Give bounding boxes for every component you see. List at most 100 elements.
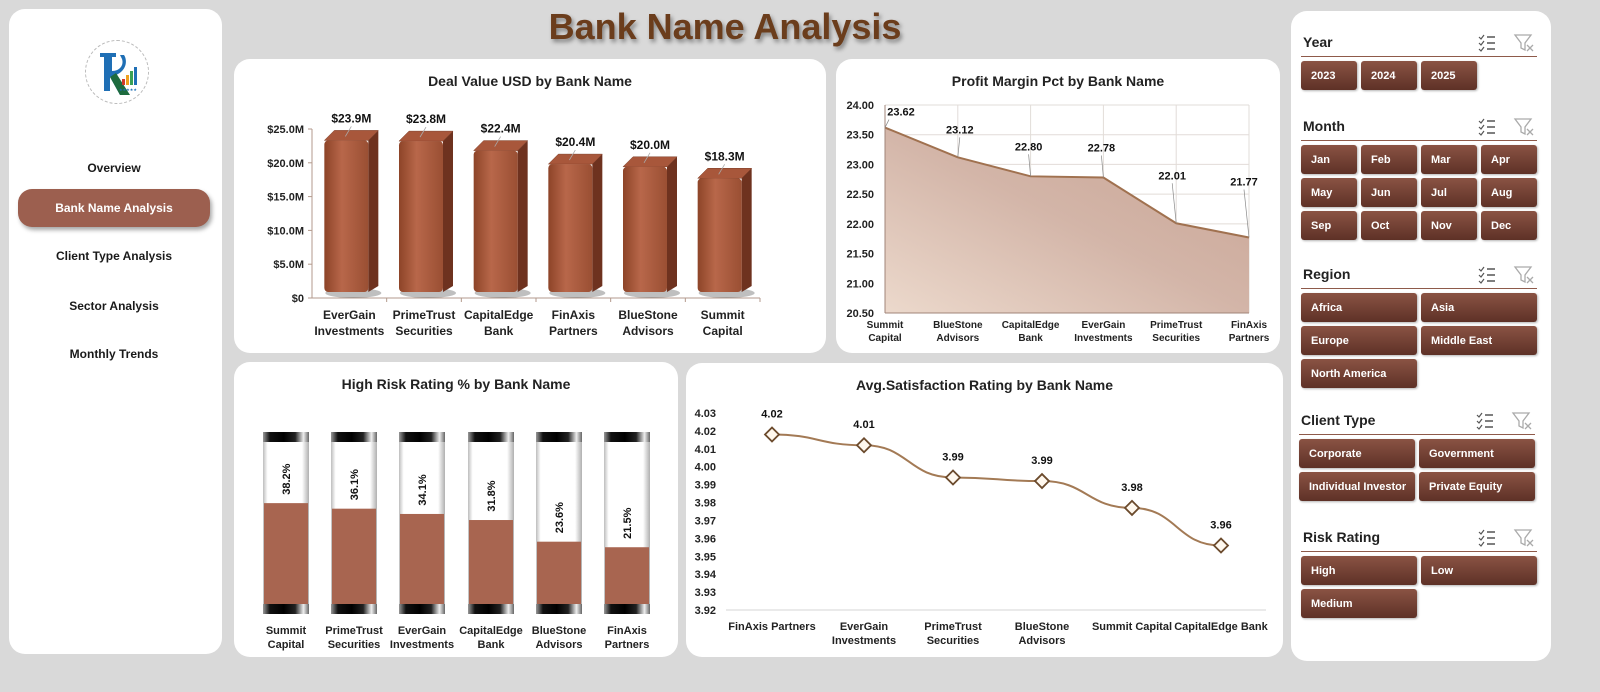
clear-filter-icon[interactable] — [1511, 411, 1533, 431]
svg-text:FinAxis: FinAxis — [607, 625, 647, 637]
slicer-option-medium[interactable]: Medium — [1301, 589, 1417, 618]
svg-text:EverGain: EverGain — [398, 625, 447, 637]
slicer-option-may[interactable]: May — [1301, 178, 1357, 207]
svg-text:$15.0M: $15.0M — [267, 192, 304, 204]
slicer-option-corporate[interactable]: Corporate — [1299, 439, 1415, 468]
svg-text:Summit: Summit — [867, 320, 904, 331]
slicer-option-sep[interactable]: Sep — [1301, 211, 1357, 240]
svg-text:24.00: 24.00 — [846, 100, 874, 112]
clear-filter-icon[interactable] — [1513, 265, 1535, 285]
svg-text:Securities: Securities — [328, 639, 381, 651]
multi-select-icon[interactable] — [1477, 265, 1497, 285]
slicer-client-type-title: Client Type — [1301, 412, 1376, 428]
deal-value-bar-chart: $0 $5.0M $10.0M $15.0M $20.0M $25.0M $23.9M Eve… — [267, 111, 761, 338]
slicer-option-dec[interactable]: Dec — [1481, 211, 1537, 240]
svg-text:21.00: 21.00 — [846, 278, 874, 290]
svg-text:4.02: 4.02 — [761, 408, 782, 420]
svg-text:3.99: 3.99 — [942, 451, 963, 463]
svg-text:34.1%: 34.1% — [417, 474, 429, 505]
satisfaction-chart-title: Avg.Satisfaction Rating by Bank Name — [856, 377, 1113, 393]
svg-text:22.50: 22.50 — [846, 189, 874, 201]
svg-text:3.95: 3.95 — [695, 551, 716, 563]
slicer-option-aug[interactable]: Aug — [1481, 178, 1537, 207]
svg-text:CapitalEdge: CapitalEdge — [459, 625, 523, 637]
multi-select-icon[interactable] — [1477, 117, 1497, 137]
clear-filter-icon[interactable] — [1513, 528, 1535, 548]
slicer-option-high[interactable]: High — [1301, 556, 1417, 585]
svg-text:Securities: Securities — [1152, 333, 1200, 344]
slicer-option-2024[interactable]: 2024 — [1361, 61, 1417, 90]
svg-text:38.2%: 38.2% — [281, 463, 293, 494]
slicer-option-apr[interactable]: Apr — [1481, 145, 1537, 174]
slicer-option-low[interactable]: Low — [1421, 556, 1537, 585]
svg-text:21.77: 21.77 — [1230, 177, 1258, 189]
svg-text:Summit: Summit — [701, 308, 745, 322]
slicer-option-jul[interactable]: Jul — [1421, 178, 1477, 207]
svg-text:4.03: 4.03 — [695, 408, 716, 420]
svg-text:PrimeTrust: PrimeTrust — [325, 625, 383, 637]
multi-select-icon[interactable] — [1477, 528, 1497, 548]
slicer-option-individual-investor[interactable]: Individual Investor — [1299, 472, 1415, 501]
deal-value-chart-card: Deal Value USD by Bank Name $0 $5.0M $10.0… — [234, 59, 826, 353]
slicer-option-jan[interactable]: Jan — [1301, 145, 1357, 174]
slicer-option-private-equity[interactable]: Private Equity — [1419, 472, 1535, 501]
nav-bank-name-analysis[interactable]: Bank Name Analysis — [18, 189, 210, 227]
svg-text:FinAxis Partners: FinAxis Partners — [728, 621, 815, 633]
slicer-option-oct[interactable]: Oct — [1361, 211, 1417, 240]
svg-text:Advisors: Advisors — [1018, 635, 1065, 647]
slicer-option-2025[interactable]: 2025 — [1421, 61, 1477, 90]
profit-margin-area-chart: 20.50 21.00 21.50 22.00 22.50 23.00 23.50 24.00… — [846, 100, 1269, 344]
slicer-option-middle-east[interactable]: Middle East — [1421, 326, 1537, 355]
svg-text:BlueStone: BlueStone — [933, 320, 983, 331]
multi-select-icon[interactable] — [1477, 33, 1497, 53]
svg-text:23.00: 23.00 — [846, 159, 874, 171]
svg-text:Capital: Capital — [268, 639, 305, 651]
svg-text:Investments: Investments — [314, 324, 384, 338]
slicer-option-africa[interactable]: Africa — [1301, 293, 1417, 322]
nav-overview[interactable]: Overview — [87, 161, 141, 175]
svg-text:3.96: 3.96 — [695, 533, 716, 545]
nav-client-type-analysis[interactable]: Client Type Analysis — [55, 249, 173, 263]
svg-text:3.98: 3.98 — [695, 498, 716, 510]
slicer-month: Month Jan Feb Mar Apr May Jun Jul Aug Sep Oct Nov D… — [1301, 115, 1537, 244]
profit-margin-chart-title: Profit Margin Pct by Bank Name — [951, 73, 1165, 89]
svg-text:31.8%: 31.8% — [486, 480, 498, 511]
slicer-option-government[interactable]: Government — [1419, 439, 1535, 468]
slicer-option-feb[interactable]: Feb — [1361, 145, 1417, 174]
svg-text:Investments: Investments — [1074, 333, 1133, 344]
slicer-option-jun[interactable]: Jun — [1361, 178, 1417, 207]
svg-text:FinAxis: FinAxis — [552, 308, 596, 322]
nav-sector-analysis[interactable]: Sector Analysis — [69, 299, 159, 313]
multi-select-icon[interactable] — [1475, 411, 1495, 431]
clear-filter-icon[interactable] — [1513, 33, 1535, 53]
sidebar-nav: ★★★★★ Overview Bank Name Analysis Client… — [9, 9, 222, 654]
svg-text:3.99: 3.99 — [695, 480, 716, 492]
svg-text:PrimeTrust: PrimeTrust — [1150, 320, 1203, 331]
svg-text:20.50: 20.50 — [846, 308, 874, 320]
svg-text:EverGain: EverGain — [1081, 320, 1125, 331]
svg-text:Investments: Investments — [390, 639, 454, 651]
svg-text:3.94: 3.94 — [695, 569, 717, 581]
slicer-option-europe[interactable]: Europe — [1301, 326, 1417, 355]
svg-text:22.00: 22.00 — [846, 219, 874, 231]
slicer-region: Region Africa Asia Europe Middle East North … — [1301, 263, 1537, 392]
svg-text:CapitalEdge: CapitalEdge — [1002, 320, 1060, 331]
company-logo: ★★★★★ — [85, 40, 149, 104]
svg-text:Summit: Summit — [266, 625, 307, 637]
slicer-option-asia[interactable]: Asia — [1421, 293, 1537, 322]
svg-text:CapitalEdge: CapitalEdge — [464, 308, 534, 322]
svg-text:Bank: Bank — [1018, 333, 1043, 344]
nav-monthly-trends[interactable]: Monthly Trends — [69, 347, 159, 361]
slicer-client-type: Client Type Corporate Government Individua… — [1299, 409, 1535, 505]
svg-text:$10.0M: $10.0M — [267, 225, 304, 237]
slicer-option-2023[interactable]: 2023 — [1301, 61, 1357, 90]
svg-text:3.92: 3.92 — [695, 605, 716, 617]
svg-text:Advisors: Advisors — [535, 639, 582, 651]
svg-text:36.1%: 36.1% — [349, 469, 361, 500]
slicer-year: Year 2023 2024 2025 — [1301, 31, 1537, 94]
satisfaction-line-chart: 3.92 3.93 3.94 3.95 3.96 3.97 3.98 3.99 4.00 4.01… — [695, 408, 1269, 647]
slicer-option-nov[interactable]: Nov — [1421, 211, 1477, 240]
slicer-option-north-america[interactable]: North America — [1301, 359, 1417, 388]
clear-filter-icon[interactable] — [1513, 117, 1535, 137]
slicer-option-mar[interactable]: Mar — [1421, 145, 1477, 174]
